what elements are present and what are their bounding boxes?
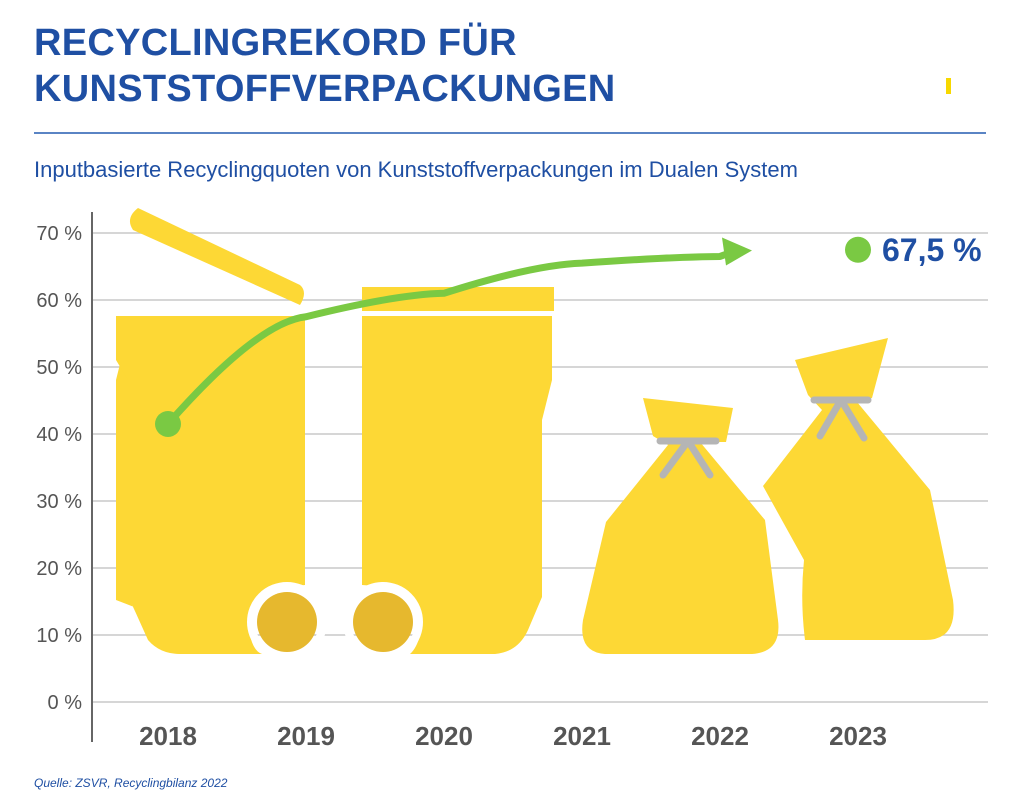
- page-title: RECYCLINGREKORD FÜR KUNSTSTOFFVERPACKUNG…: [34, 20, 616, 112]
- arrowhead-icon: [722, 237, 752, 266]
- tie-icon: [810, 396, 872, 442]
- x-tick-label: 2019: [277, 721, 335, 751]
- x-tick-label: 2020: [415, 721, 473, 751]
- y-tick-labels: 0 % 10 % 20 % 30 % 40 % 50 % 60 % 70 %: [36, 223, 82, 714]
- chart-subtitle: Inputbasierte Recyclingquoten von Kunsts…: [34, 157, 798, 182]
- bin-icon: [362, 316, 552, 654]
- wheel-icon: [353, 592, 413, 652]
- title-line-2: KUNSTSTOFFVERPACKUNGEN: [34, 68, 616, 110]
- series-line: [164, 237, 752, 428]
- y-tick-label: 40 %: [36, 424, 82, 446]
- wheel-rim: [247, 582, 327, 662]
- source-note: Quelle: ZSVR, Recyclingbilanz 2022: [34, 776, 228, 790]
- highlight: 67,5 %: [845, 232, 982, 268]
- bin-icon: [116, 316, 305, 654]
- y-tick-label: 70 %: [36, 223, 82, 245]
- y-tick-label: 0 %: [48, 692, 83, 714]
- x-tick-labels: 2018 2019 2020 2021 2022 2023: [139, 721, 887, 751]
- y-tick-label: 10 %: [36, 625, 82, 647]
- x-tick-label: 2023: [829, 721, 887, 751]
- y-tick-label: 50 %: [36, 357, 82, 379]
- accent-mark: [946, 78, 951, 94]
- x-tick-label: 2021: [553, 721, 611, 751]
- illustrations: [116, 208, 954, 662]
- y-tick-label: 20 %: [36, 558, 82, 580]
- highlight-point: [845, 236, 871, 263]
- x-tick-label: 2018: [139, 721, 197, 751]
- series-line-path: [164, 247, 738, 428]
- title-line-1: RECYCLINGREKORD FÜR: [34, 22, 517, 64]
- sack-icon: [582, 398, 779, 654]
- title-divider: [34, 132, 986, 134]
- highlight-label: 67,5 %: [882, 232, 982, 268]
- data-point: [155, 410, 181, 437]
- wheel-icon: [257, 592, 317, 652]
- sack-icon: [763, 338, 954, 640]
- series-points: [155, 410, 181, 437]
- x-tick-label: 2022: [691, 721, 749, 751]
- bin-lid-icon: [129, 208, 304, 305]
- tie-icon: [656, 437, 720, 479]
- y-tick-label: 30 %: [36, 491, 82, 513]
- wheel-rim: [343, 582, 423, 662]
- y-tick-label: 60 %: [36, 290, 82, 312]
